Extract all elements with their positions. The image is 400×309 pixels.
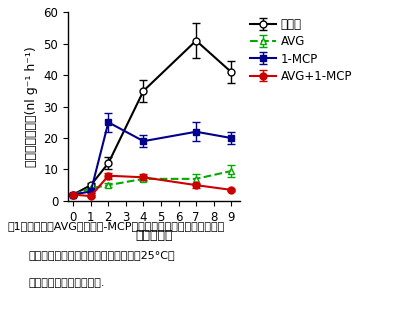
X-axis label: 収穫後日数: 収穫後日数 xyxy=(135,229,173,242)
Y-axis label: エチレン生成量(nl g⁻¹ h⁻¹): エチレン生成量(nl g⁻¹ h⁻¹) xyxy=(25,46,38,167)
Text: 誤差線は標準誤差を示す.: 誤差線は標準誤差を示す. xyxy=(28,278,104,288)
Text: 図1　収穫後のAVGおよび１-MCP処理がモモ「あかつき」果实の: 図1 収穫後のAVGおよび１-MCP処理がモモ「あかつき」果实の xyxy=(8,221,225,231)
Legend: 無処理, AVG, 1-MCP, AVG+1-MCP: 無処理, AVG, 1-MCP, AVG+1-MCP xyxy=(250,18,352,83)
Text: エチレン生成に及ぼす影響（谯蔵温度25°C）: エチレン生成に及ぼす影響（谯蔵温度25°C） xyxy=(28,250,175,260)
